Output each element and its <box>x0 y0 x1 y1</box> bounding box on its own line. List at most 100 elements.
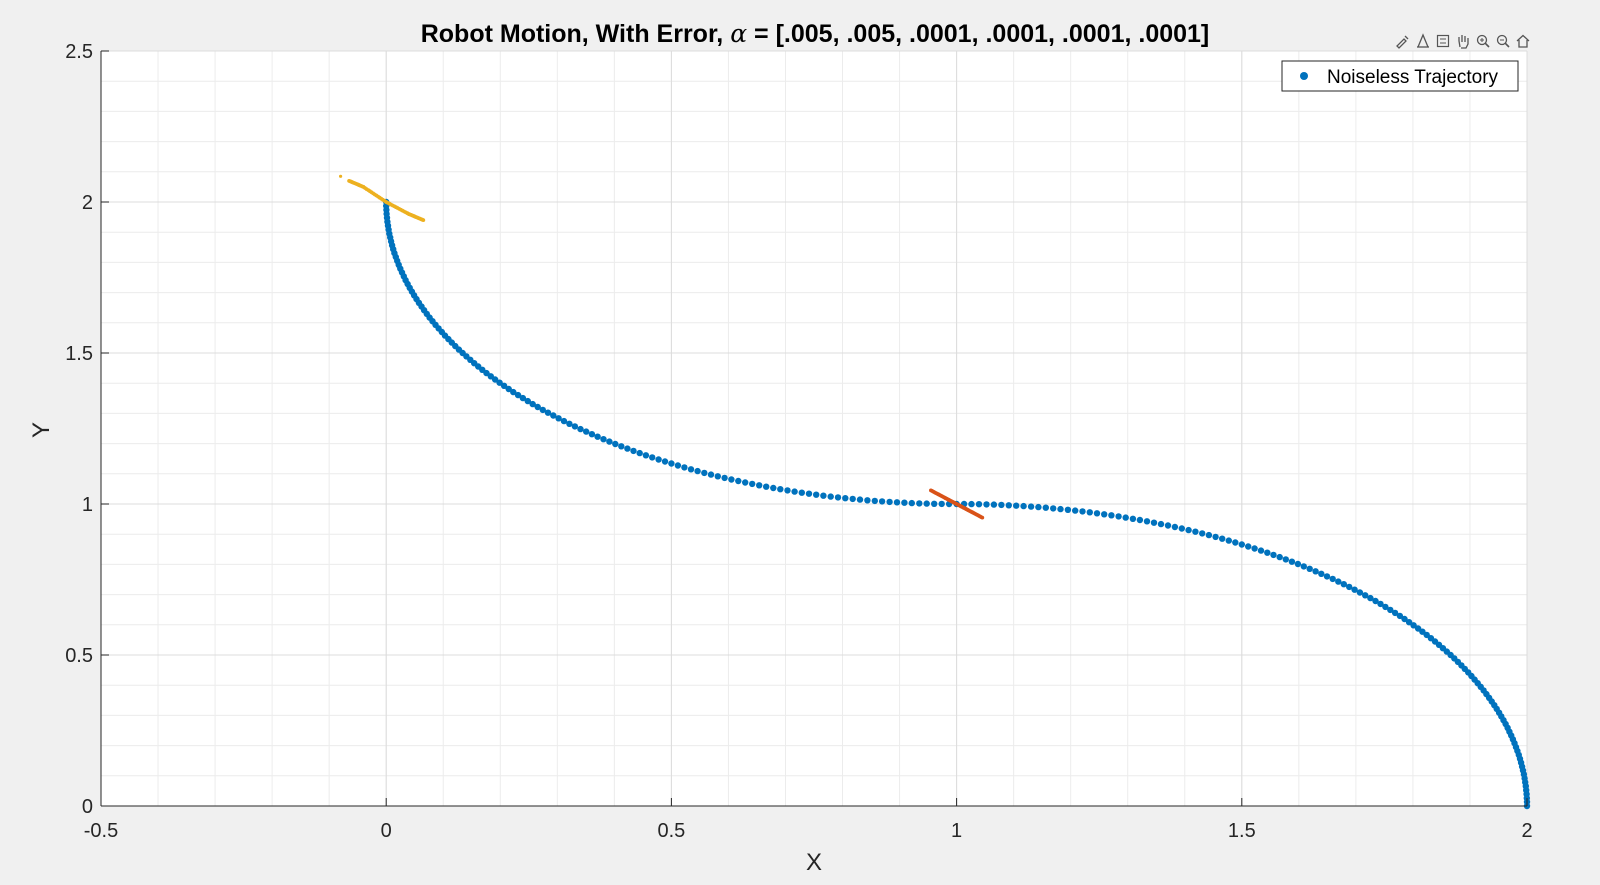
trajectory-point <box>1238 541 1246 548</box>
trajectory-point <box>908 499 915 507</box>
trajectory-point <box>1391 609 1399 617</box>
trajectory-point <box>742 479 749 486</box>
trajectory-point <box>1178 525 1186 532</box>
trajectory-point <box>1027 503 1035 510</box>
trajectory-point <box>1205 531 1213 539</box>
trajectory-point <box>791 488 798 495</box>
trajectory-point <box>878 498 886 505</box>
trajectory-point <box>1312 568 1319 575</box>
trajectory-point <box>749 480 756 488</box>
trajectory-point <box>1171 523 1179 531</box>
pan-icon[interactable] <box>1454 32 1472 50</box>
chart-title-text: Robot Motion, With Error, <box>421 20 724 48</box>
trajectory-point <box>534 403 541 411</box>
trajectory-point <box>983 501 990 508</box>
axes-toolbar <box>1394 31 1532 51</box>
home-icon[interactable] <box>1514 32 1532 50</box>
trajectory-point <box>1387 606 1394 614</box>
trajectory-point <box>674 462 682 469</box>
trajectory-point <box>1129 515 1137 522</box>
trajectory-point <box>849 495 856 503</box>
trajectory-point <box>1064 506 1072 513</box>
chart-title: Robot Motion, With Error, α = [.005, .00… <box>421 19 1210 48</box>
trajectory-point <box>500 382 508 389</box>
legend-icon[interactable] <box>1434 32 1452 50</box>
trajectory-point <box>1143 518 1151 525</box>
trajectory-point <box>612 440 619 448</box>
brush-icon[interactable] <box>1394 32 1412 50</box>
trajectory-point <box>1251 545 1258 552</box>
y-axis-label: Y <box>28 422 55 438</box>
trajectory-point <box>519 394 527 402</box>
legend[interactable]: Noiseless Trajectory <box>1281 60 1519 92</box>
trajectory-point <box>496 379 503 386</box>
start-error-point <box>339 174 343 178</box>
trajectory-point <box>1013 502 1020 509</box>
trajectory-point <box>529 400 536 408</box>
trajectory-point <box>1356 589 1364 596</box>
x-axis-label: X <box>806 849 822 876</box>
trajectory-point <box>642 452 650 459</box>
trajectory-point <box>1072 507 1079 514</box>
trajectory-point <box>893 499 901 506</box>
trajectory-point <box>606 438 613 445</box>
trajectory-point <box>756 482 763 489</box>
datatip-icon[interactable] <box>1414 32 1432 50</box>
trajectory-point <box>1410 622 1417 629</box>
trajectory-point <box>687 466 695 473</box>
trajectory-point <box>871 497 878 505</box>
x-tick-label: 2 <box>1521 820 1532 842</box>
zoom-out-icon[interactable] <box>1494 32 1512 50</box>
y-tick-label: 2 <box>82 192 93 214</box>
trajectory-point <box>1329 575 1336 583</box>
trajectory-point <box>1323 573 1331 580</box>
trajectory-point <box>1199 530 1206 537</box>
trajectory-point <box>798 489 805 496</box>
trajectory-point <box>1122 514 1129 521</box>
trajectory-point <box>998 501 1005 509</box>
trajectory-point <box>555 415 562 422</box>
trajectory-point <box>916 500 923 507</box>
trajectory-point <box>777 486 784 493</box>
trajectory-point <box>1318 570 1325 577</box>
x-axis: -0.5 0 0.5 1 1.5 2 <box>84 798 1533 842</box>
trajectory-point <box>681 464 688 471</box>
axes-area[interactable] <box>101 51 1527 806</box>
trajectory-point <box>1079 508 1086 515</box>
trajectory-point <box>813 491 820 498</box>
x-tick-label: -0.5 <box>84 820 118 842</box>
trajectory-point <box>510 388 517 396</box>
trajectory-point <box>1367 594 1374 602</box>
chart-title-alpha: α <box>730 19 747 48</box>
trajectory-point <box>714 473 721 480</box>
trajectory-point <box>975 501 983 508</box>
trajectory-point <box>1192 528 1199 535</box>
trajectory-point <box>524 397 531 405</box>
trajectory-point <box>1136 516 1144 524</box>
trajectory-point <box>1225 537 1233 544</box>
trajectory-point <box>938 500 945 508</box>
trajectory-point <box>1306 565 1313 572</box>
trajectory-point <box>1264 549 1271 556</box>
trajectory-point <box>1257 547 1265 554</box>
trajectory-point <box>701 469 708 477</box>
trajectory-point <box>583 428 590 435</box>
trajectory-point <box>1150 519 1158 526</box>
y-axis: 0 0.5 1 1.5 2 2.5 <box>65 41 109 818</box>
trajectory-point <box>505 385 512 393</box>
trajectory-point <box>1294 560 1302 568</box>
trajectory-point <box>1005 502 1012 509</box>
trajectory-point <box>1219 535 1226 542</box>
trajectory-point <box>1377 600 1384 608</box>
trajectory-point <box>931 500 938 507</box>
trajectory-point <box>1050 505 1057 512</box>
trajectory-point <box>827 493 834 500</box>
zoom-in-icon[interactable] <box>1474 32 1492 50</box>
trajectory-point <box>600 436 607 443</box>
trajectory-point <box>1212 533 1219 541</box>
trajectory-point <box>571 423 579 430</box>
trajectory-point <box>1093 510 1101 517</box>
trajectory-point <box>1282 556 1290 563</box>
trajectory-point <box>1086 509 1094 516</box>
axis-lines <box>100 51 1527 807</box>
